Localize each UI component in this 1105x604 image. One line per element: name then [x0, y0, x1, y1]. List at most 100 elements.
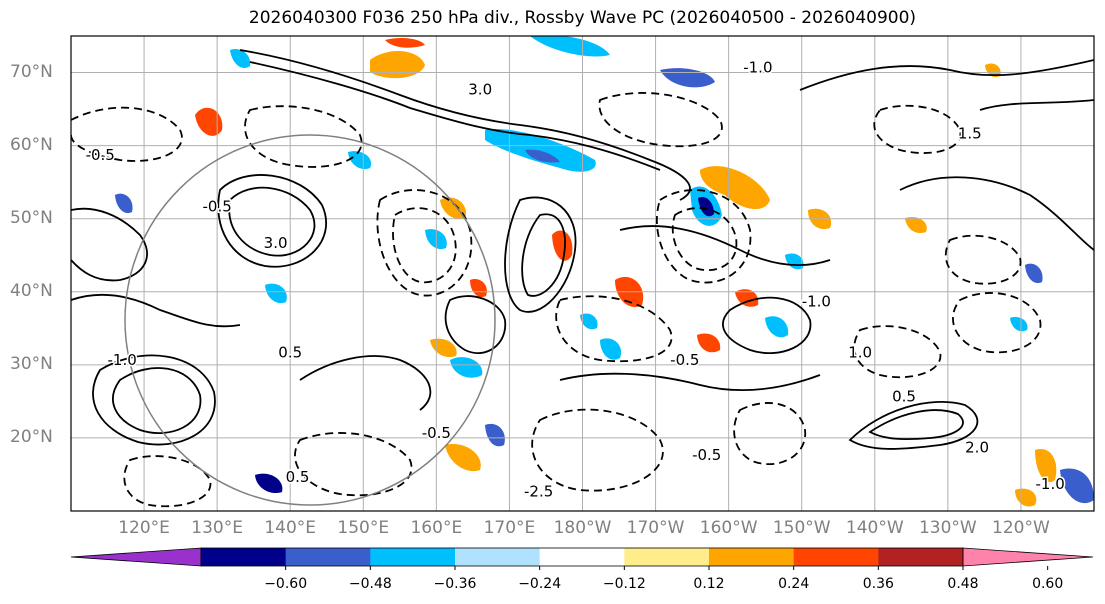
lon-label: 170°E: [483, 518, 536, 538]
contour-dashed: [656, 189, 752, 284]
div-negative-patch: [265, 283, 287, 304]
map-title: 2026040300 F036 250 hPa div., Rossby Wav…: [248, 8, 917, 28]
div-negative-patch: [600, 338, 622, 360]
contour-dashed: [873, 104, 962, 154]
lat-label: 30°N: [10, 353, 53, 374]
contour-dashed: [71, 106, 183, 162]
div-positive-patch: [552, 230, 573, 261]
wave-packet-outline: [124, 134, 496, 506]
contour-label: -0.5: [86, 146, 115, 164]
contour-label: 0.5: [286, 468, 310, 486]
colorbar-tick-label: −0.48: [348, 576, 392, 592]
div-negative-patch: [530, 36, 610, 57]
contour-label: -0.5: [670, 351, 699, 369]
div-positive-patch: [905, 216, 927, 234]
contour-solid: [71, 293, 241, 328]
colorbar-extend-min: [70, 547, 202, 567]
colorbar-segment: [539, 548, 625, 566]
contour-solid: [559, 372, 821, 392]
contour-solid: [299, 355, 432, 411]
colorbar-segment: [370, 548, 456, 566]
contour-solid: [239, 49, 691, 201]
div-negative-patch: [698, 196, 714, 217]
contour-dashed: [853, 325, 942, 379]
div-negative-patch: [450, 357, 483, 378]
div-negative-patch: [485, 423, 505, 447]
lat-label: 50°N: [10, 207, 53, 228]
contour-solid: [504, 196, 577, 313]
contour-dashed: [376, 189, 473, 297]
lon-label: 140°W: [845, 518, 904, 538]
contour-label: -1.0: [108, 351, 137, 369]
contour-label: -0.5: [692, 446, 721, 464]
colorbar-tick-label: 0.48: [947, 576, 979, 592]
contour-labels: 3.0 -1.0 -0.5 3.0 -0.5 1.5 -1.0 1.0 -0.5 0.5 -1.0 -…: [84, 57, 1066, 502]
contour-label: 0.5: [892, 387, 916, 405]
colorbar-extend-max: [962, 547, 1094, 567]
contour-solid: [899, 176, 1094, 251]
div-positive-patch: [1015, 488, 1037, 507]
contour-label: 3.0: [468, 80, 492, 98]
contour-dashed: [555, 295, 673, 363]
contour-dashed: [733, 402, 806, 466]
contour-solid: [92, 354, 216, 446]
div-negative-patch: [1060, 468, 1094, 504]
div-positive-patch: [735, 289, 759, 307]
colorbar-tick-label: −0.12: [602, 576, 646, 592]
contour-solid: [228, 186, 316, 257]
contour-label: 1.5: [958, 124, 982, 142]
div-negative-patch: [485, 129, 596, 172]
colorbar-segment: [285, 548, 371, 566]
lon-label: 170°W: [626, 518, 685, 538]
lon-label: 160°W: [699, 518, 758, 538]
contour-solid: [444, 295, 506, 355]
colorbar-tick-label: 0.60: [1032, 576, 1064, 592]
contour-label: 1.0: [848, 344, 872, 362]
contour-dashed: [952, 292, 1042, 354]
div-negative-patch: [115, 193, 133, 214]
contour-solid: [217, 174, 328, 268]
colorbar-tick-label: 0.12: [693, 576, 725, 592]
contour-solid: [71, 207, 148, 282]
div-positive-patch: [195, 107, 223, 136]
colorbar-frame: [200, 547, 964, 567]
lat-label: 40°N: [10, 280, 53, 301]
contour-solid: [722, 296, 812, 355]
contour-solid: [848, 401, 979, 450]
lon-label: 120°W: [992, 518, 1050, 538]
div-negative-patch: [348, 151, 372, 170]
div-negative-patch: [255, 473, 283, 494]
lat-label: 60°N: [10, 134, 53, 155]
div-negative-patch: [1025, 263, 1043, 284]
contour-label: -1.0: [743, 59, 772, 77]
lon-label: 140°E: [264, 518, 317, 538]
div-positive-patch: [470, 279, 487, 298]
contour-solid: [868, 409, 964, 440]
div-positive-patch: [985, 63, 1001, 78]
contour-solid: [249, 61, 661, 171]
colorbar-tick-label: 0.36: [862, 576, 894, 592]
div-negative-patch: [580, 313, 598, 330]
contour-label: 3.0: [264, 234, 288, 252]
colorbar-tick-label: 0.24: [778, 576, 810, 592]
lon-label: 130°W: [918, 518, 977, 538]
colorbar-tick-label: −0.24: [518, 576, 562, 592]
contour-solid: [619, 225, 831, 267]
contour-label: -1.0: [802, 292, 831, 310]
contour-label: -2.5: [524, 482, 553, 500]
contour-dashed: [598, 92, 723, 148]
colorbar-segment: [709, 548, 795, 566]
contour-dashed: [244, 105, 363, 168]
lon-label: 150°E: [337, 518, 390, 538]
div-negative-patch: [230, 48, 251, 69]
div-negative-patch: [765, 316, 789, 338]
div-positive-patch: [700, 166, 770, 210]
colorbar-tick-label: −0.60: [264, 576, 308, 592]
contour-solid: [112, 367, 202, 434]
contour-label: 0.5: [278, 344, 302, 362]
colorbar-segment: [793, 548, 879, 566]
colorbar-segment: [878, 548, 964, 566]
contour-solid: [799, 59, 1094, 91]
div-positive-patch: [1035, 449, 1057, 483]
